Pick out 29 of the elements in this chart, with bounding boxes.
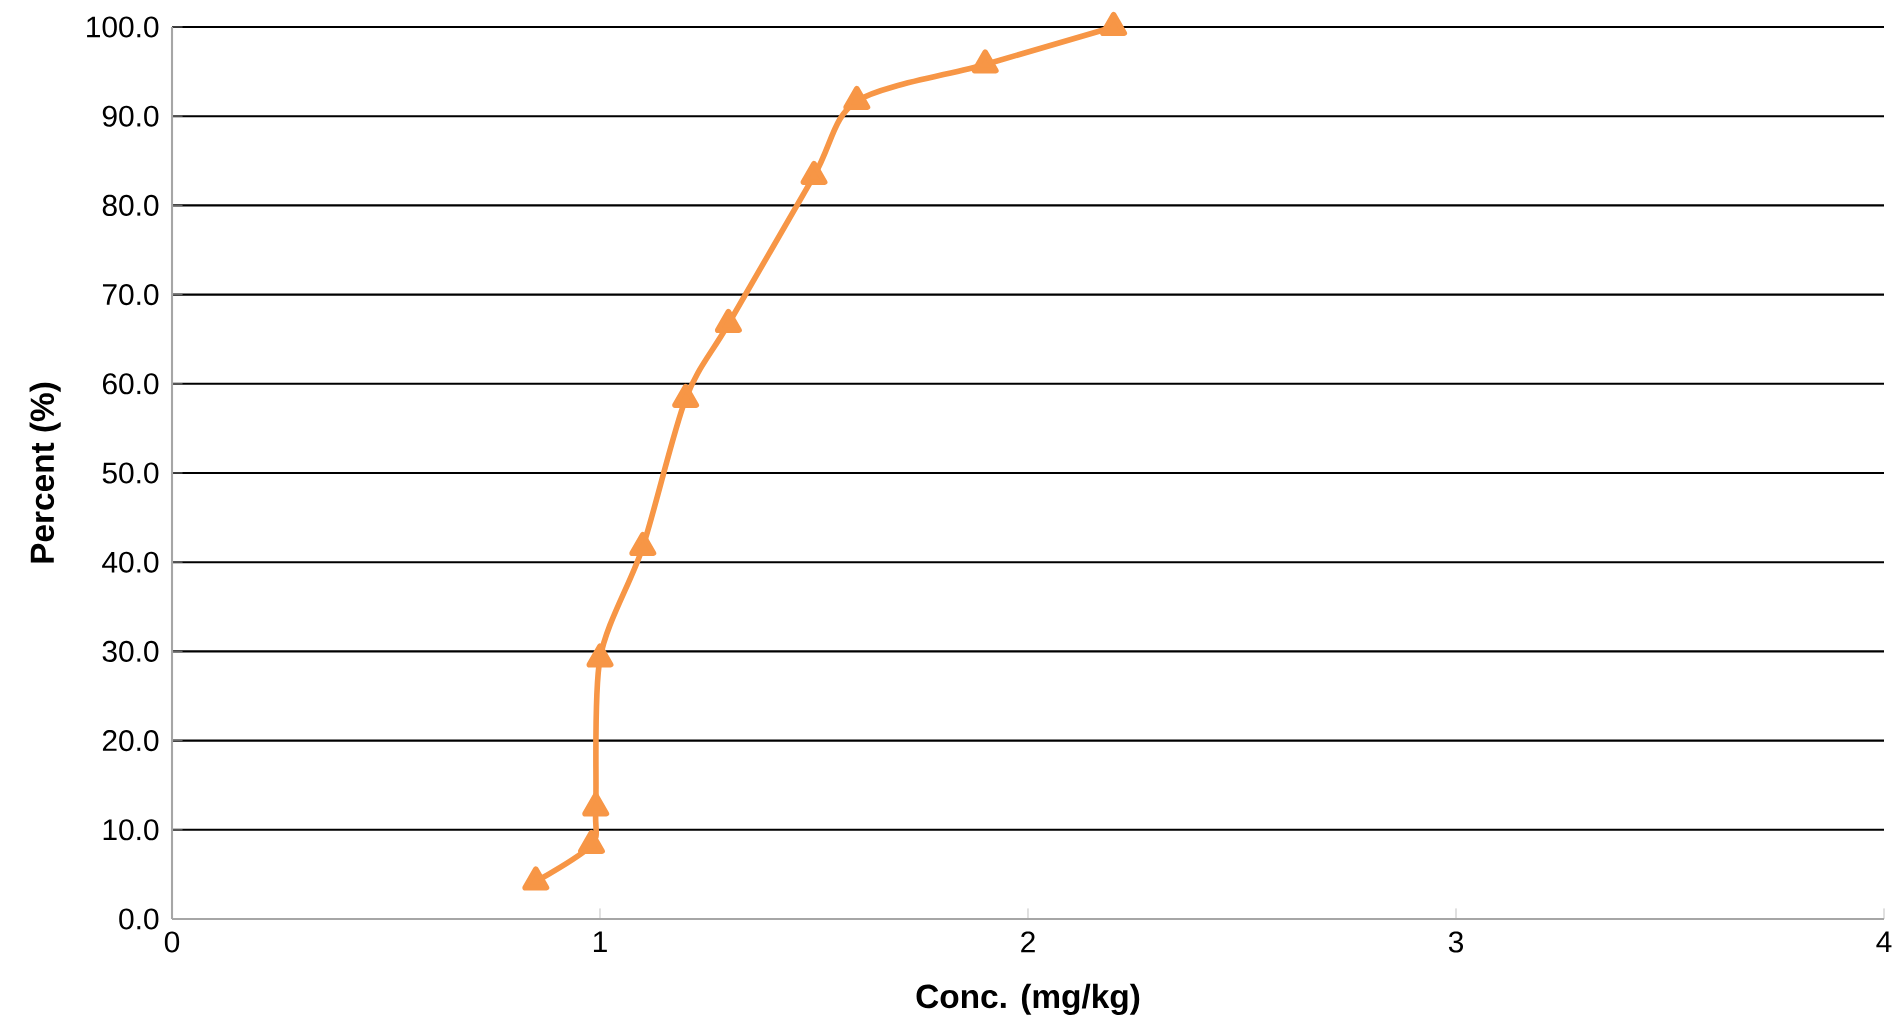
point bbox=[522, 866, 550, 891]
y-tick-label: 30.0 bbox=[102, 640, 159, 662]
point bbox=[843, 85, 871, 110]
y-tick-label: 40.0 bbox=[102, 551, 159, 573]
y-tick-label: 0.0 bbox=[119, 908, 159, 930]
x-tick-label: 4 bbox=[1876, 931, 1892, 952]
point bbox=[800, 160, 828, 185]
y-tick-label: 90.0 bbox=[102, 105, 159, 127]
y-tick-label: 10.0 bbox=[103, 819, 159, 841]
x-tick-label: 2 bbox=[1021, 931, 1035, 953]
y-tick-label: 50.0 bbox=[102, 462, 159, 484]
x-axis-title: Conc. (mg/kg) bbox=[916, 983, 1140, 1015]
point bbox=[577, 829, 605, 854]
x-tick-label: 3 bbox=[1448, 931, 1464, 953]
y-tick-label: 70.0 bbox=[102, 284, 159, 306]
point bbox=[1100, 11, 1128, 36]
point bbox=[672, 383, 700, 408]
point bbox=[586, 643, 614, 668]
x-tick-label: 0 bbox=[164, 931, 180, 953]
point bbox=[714, 308, 742, 333]
point bbox=[971, 49, 999, 74]
point bbox=[629, 531, 657, 556]
x-tick-label: 1 bbox=[593, 931, 607, 952]
point bbox=[582, 792, 610, 817]
y-tick-label: 20.0 bbox=[102, 730, 159, 752]
y-tick-label: 80.0 bbox=[102, 194, 159, 216]
y-axis-title: Percent (%) bbox=[29, 382, 61, 563]
y-tick-label: 60.0 bbox=[102, 373, 159, 395]
y-tick-label: 100.0 bbox=[87, 16, 159, 38]
